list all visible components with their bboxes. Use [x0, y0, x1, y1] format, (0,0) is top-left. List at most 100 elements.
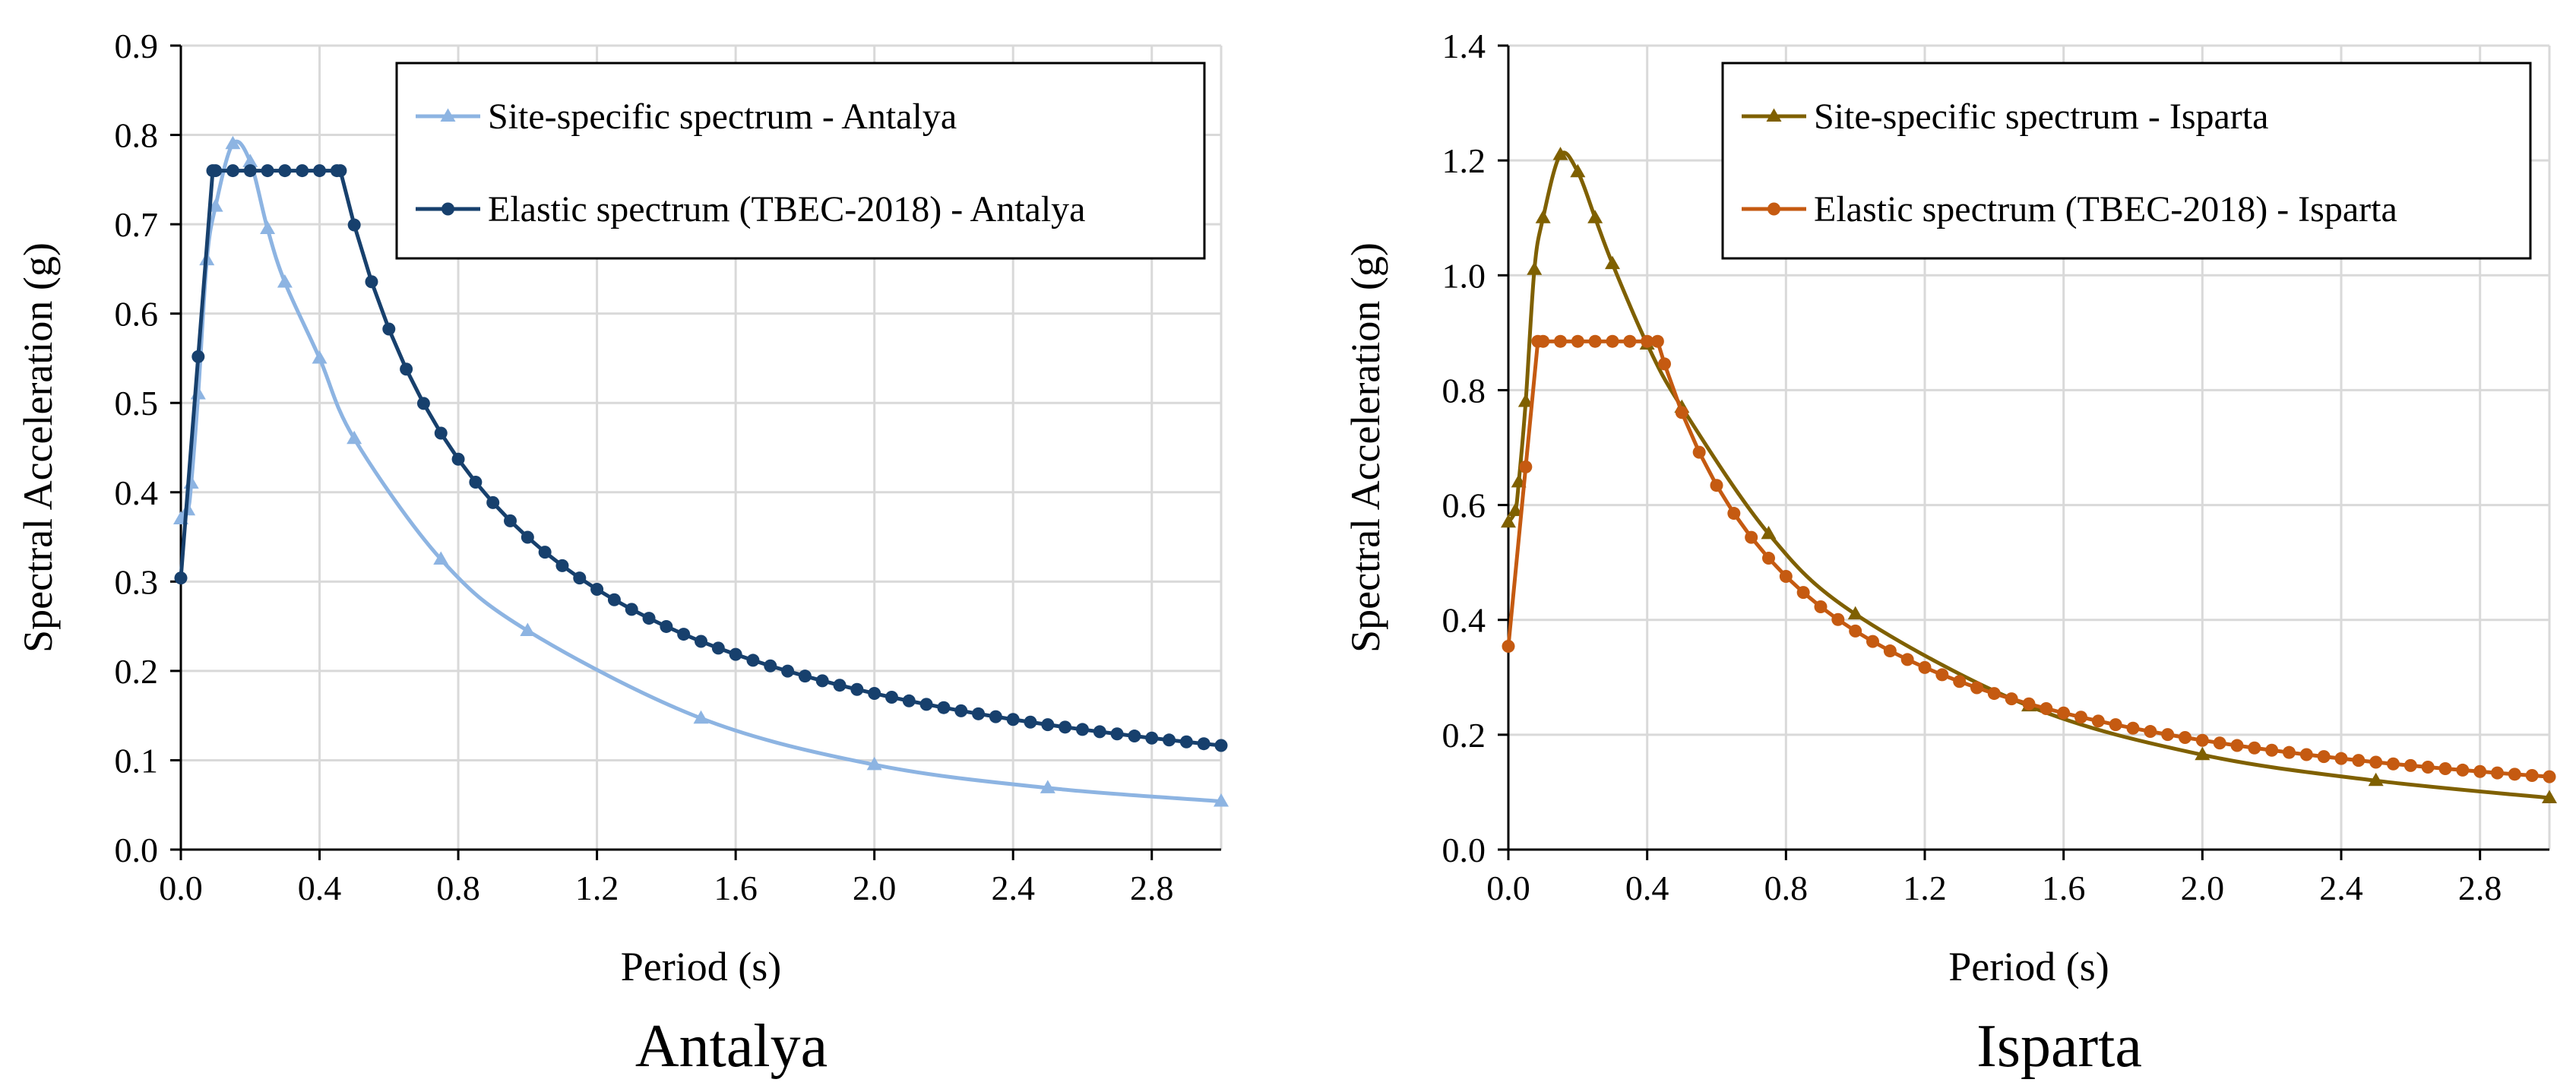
data-point [711, 641, 725, 655]
data-point [1745, 530, 1758, 544]
data-point [261, 164, 274, 178]
x-tick-label: 0.0 [1486, 869, 1530, 907]
x-tick-label: 0.8 [1764, 869, 1809, 907]
data-point [1710, 479, 1723, 492]
data-point [504, 514, 517, 527]
data-point [2022, 697, 2036, 711]
data-point [1588, 334, 1602, 348]
data-point [1145, 731, 1159, 745]
data-point [607, 593, 621, 606]
legend-box [1721, 62, 2532, 260]
chart-isparta: 0.0 0.2 0.4 0.6 0.8 1.0 1.2 1.4 0.0 0.4 0.8 1.2 1.6 2… [1343, 27, 2557, 1080]
series-elastic [174, 164, 1228, 752]
data-point [1197, 737, 1210, 751]
data-point [1519, 460, 1533, 473]
legend: Site-specific spectrum - Isparta Elastic … [1721, 62, 2532, 260]
data-point [919, 698, 933, 711]
data-point [798, 669, 812, 683]
y-tick-label: 1.0 [1442, 256, 1486, 295]
data-point [2195, 733, 2209, 747]
data-point [242, 154, 258, 167]
data-point [1093, 725, 1106, 739]
x-tick-label: 2.0 [2181, 869, 2225, 907]
data-point [833, 679, 847, 692]
data-point [1075, 723, 1089, 736]
data-point [313, 164, 327, 178]
x-tick-label: 2.4 [2319, 869, 2363, 907]
legend-label: Elastic spectrum (TBEC-2018) - Antalya [488, 189, 1085, 229]
data-point [226, 164, 239, 178]
data-point [2005, 692, 2018, 706]
x-tick-label: 0.8 [436, 869, 480, 907]
data-point [1606, 334, 1619, 348]
x-tick-label: 1.2 [1903, 869, 1947, 907]
data-point [2057, 706, 2071, 720]
data-point [1849, 624, 1862, 638]
legend-label: Site-specific spectrum - Antalya [488, 97, 957, 137]
y-tick-label: 0.0 [1442, 831, 1486, 869]
data-point [1727, 507, 1741, 521]
y-tick-label: 0.1 [115, 741, 159, 780]
data-point [2387, 757, 2400, 771]
legend-label: Site-specific spectrum - Isparta [1814, 97, 2268, 137]
data-point [954, 704, 968, 717]
data-point [1623, 334, 1637, 348]
data-point [2438, 761, 2452, 775]
data-point [243, 164, 257, 178]
data-point [2265, 743, 2279, 757]
data-point [183, 475, 199, 489]
data-point [815, 674, 829, 688]
data-point [1918, 660, 1932, 674]
data-point [1214, 739, 1228, 752]
data-point [1552, 147, 1568, 160]
data-point [2473, 764, 2487, 778]
data-point [1041, 718, 1055, 732]
data-point [885, 691, 898, 704]
data-point [1883, 644, 1897, 658]
series-line [1506, 339, 2550, 779]
data-point [1006, 713, 1020, 726]
data-point [1900, 653, 1914, 666]
data-point [764, 659, 777, 673]
data-point [1570, 163, 1586, 178]
y-tick-label: 0.7 [115, 205, 159, 244]
data-point [2299, 748, 2313, 761]
data-point [1214, 793, 1229, 807]
data-point [1508, 502, 1524, 517]
data-point [2508, 768, 2521, 781]
data-point [746, 654, 760, 667]
legend-item: Site-specific spectrum - Isparta [1742, 97, 2268, 137]
data-point [1163, 733, 1176, 747]
data-point [207, 198, 223, 212]
data-point [868, 687, 881, 701]
data-point [225, 135, 241, 150]
data-point [1527, 261, 1543, 275]
y-tick-label: 0.4 [1442, 601, 1486, 640]
data-point [1650, 334, 1664, 348]
x-tick-label: 2.8 [2458, 869, 2502, 907]
data-point [1658, 357, 1671, 371]
data-point [590, 583, 604, 597]
legend-box [395, 62, 1206, 260]
data-point [347, 218, 361, 232]
data-point [1641, 334, 1654, 348]
data-point [1040, 780, 1055, 793]
legend-marker [441, 202, 454, 216]
chart-caption: Isparta [1976, 1013, 2142, 1080]
y-tick-label: 0.2 [1442, 716, 1486, 755]
data-point [660, 619, 673, 633]
data-point [695, 635, 707, 648]
data-point [2352, 754, 2366, 768]
data-point [2283, 745, 2296, 759]
data-point [2074, 711, 2087, 724]
data-point [2334, 752, 2348, 765]
data-point [2126, 721, 2140, 735]
data-point [521, 530, 534, 544]
legend-label: Elastic spectrum (TBEC-2018) - Isparta [1814, 189, 2397, 229]
data-point [625, 603, 638, 616]
data-point [1517, 394, 1533, 407]
y-tick-label: 0.6 [1442, 486, 1486, 525]
data-point [1587, 210, 1603, 223]
data-point [486, 495, 500, 509]
